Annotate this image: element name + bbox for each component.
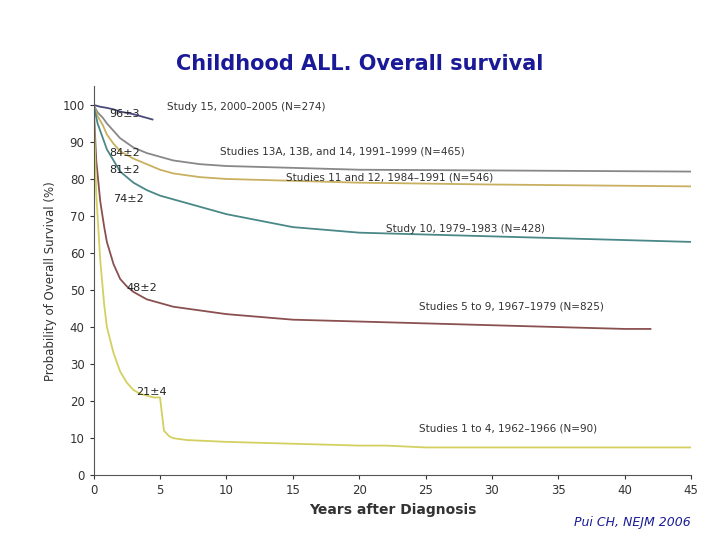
Text: 74±2: 74±2 <box>114 194 144 204</box>
Text: 84±2: 84±2 <box>109 148 140 158</box>
Text: Study 10, 1979–1983 (N=428): Study 10, 1979–1983 (N=428) <box>386 224 545 234</box>
Text: Pui CH, NEJM 2006: Pui CH, NEJM 2006 <box>575 516 691 529</box>
Text: 96±3: 96±3 <box>109 109 140 119</box>
Text: Studies 5 to 9, 1967–1979 (N=825): Studies 5 to 9, 1967–1979 (N=825) <box>419 302 604 312</box>
Y-axis label: Probability of Overall Survival (%): Probability of Overall Survival (%) <box>44 181 57 381</box>
Text: Study 15, 2000–2005 (N=274): Study 15, 2000–2005 (N=274) <box>166 102 325 112</box>
Text: 48±2: 48±2 <box>127 283 158 293</box>
Text: 21±4: 21±4 <box>136 387 167 397</box>
Text: Studies 11 and 12, 1984–1991 (N=546): Studies 11 and 12, 1984–1991 (N=546) <box>286 172 493 182</box>
Text: 81±2: 81±2 <box>109 165 140 175</box>
Text: Studies 13A, 13B, and 14, 1991–1999 (N=465): Studies 13A, 13B, and 14, 1991–1999 (N=4… <box>220 146 464 156</box>
X-axis label: Years after Diagnosis: Years after Diagnosis <box>309 503 476 517</box>
Text: Studies 1 to 4, 1962–1966 (N=90): Studies 1 to 4, 1962–1966 (N=90) <box>419 424 597 434</box>
Text: Childhood ALL. Overall survival: Childhood ALL. Overall survival <box>176 54 544 74</box>
